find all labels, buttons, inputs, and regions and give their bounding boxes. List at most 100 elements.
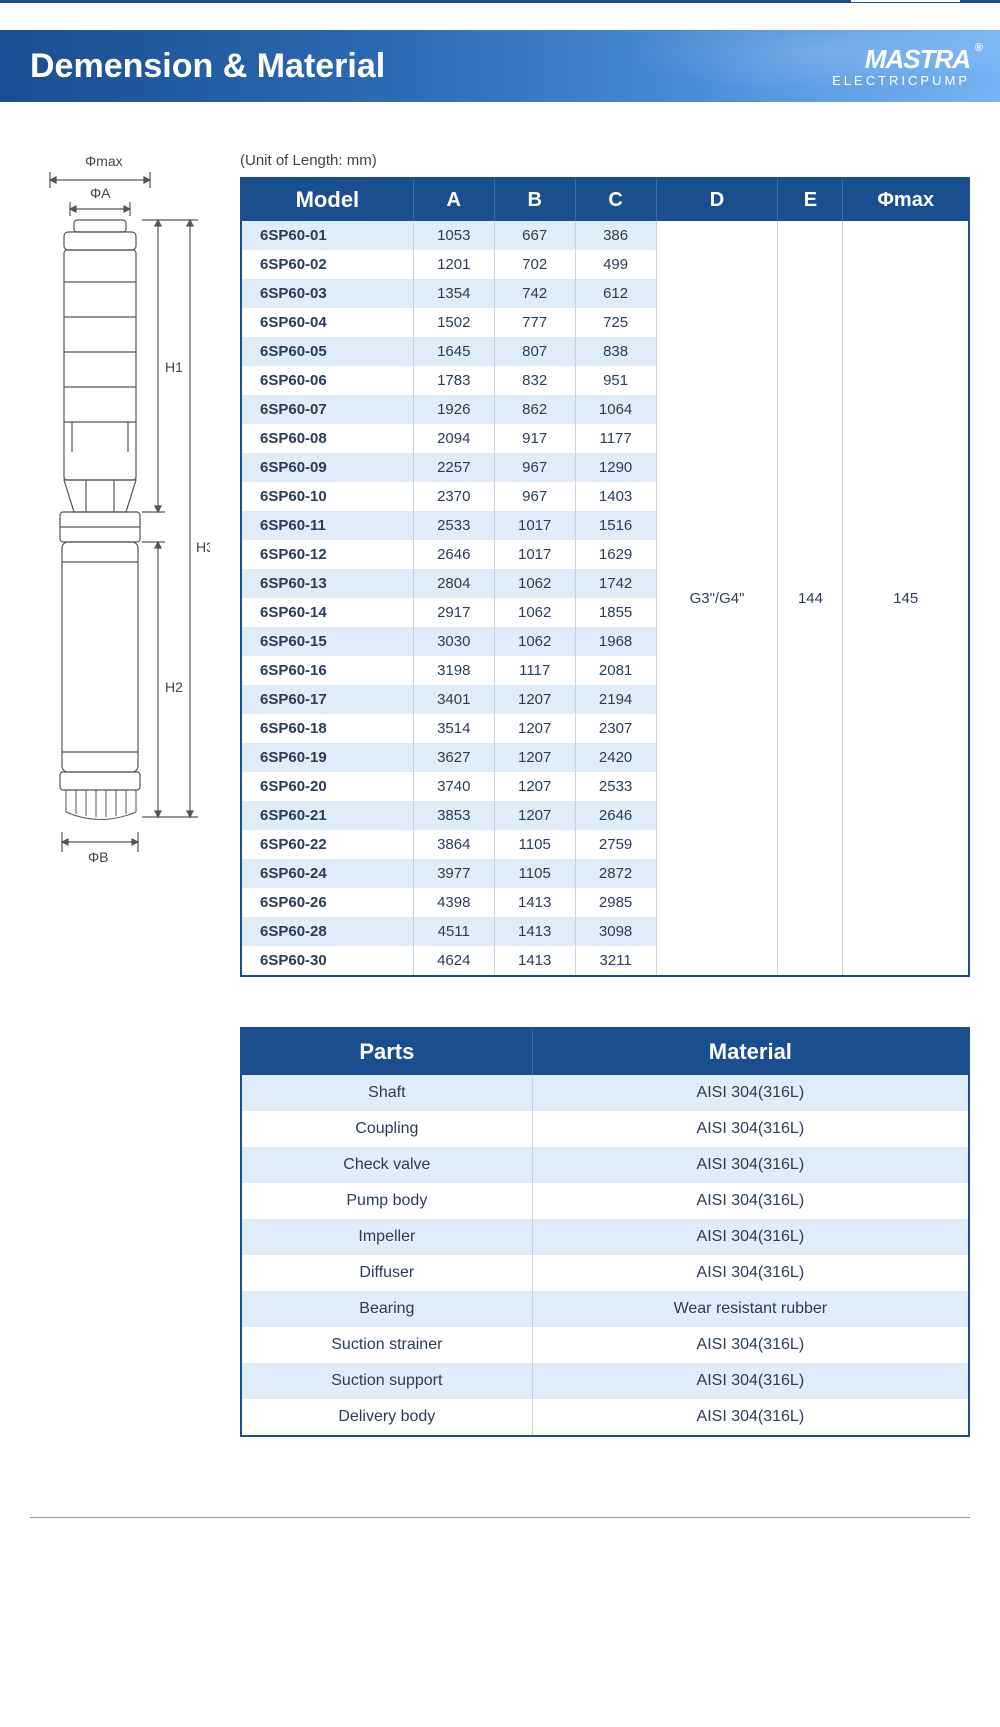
cell-value: 4624 [413, 946, 494, 976]
cell-material: AISI 304(316L) [532, 1147, 969, 1183]
cell-value: 2370 [413, 482, 494, 511]
col-material: Material [532, 1028, 969, 1075]
cell-value: 1207 [494, 772, 575, 801]
cell-value: 1290 [575, 453, 656, 482]
cell-value: 1629 [575, 540, 656, 569]
table-row: Delivery bodyAISI 304(316L) [241, 1399, 969, 1436]
cell-material: AISI 304(316L) [532, 1219, 969, 1255]
cell-model: 6SP60-08 [241, 424, 413, 453]
cell-value: 2081 [575, 656, 656, 685]
cell-value: 667 [494, 221, 575, 250]
cell-model: 6SP60-16 [241, 656, 413, 685]
cell-value: 967 [494, 482, 575, 511]
unit-note: (Unit of Length: mm) [240, 152, 970, 169]
cell-value: 1207 [494, 714, 575, 743]
cell-model: 6SP60-26 [241, 888, 413, 917]
cell-value: 1413 [494, 888, 575, 917]
cell-model: 6SP60-14 [241, 598, 413, 627]
cell-model: 6SP60-15 [241, 627, 413, 656]
cell-value: 2194 [575, 685, 656, 714]
cell-material: AISI 304(316L) [532, 1183, 969, 1219]
cell-model: 6SP60-21 [241, 801, 413, 830]
cell-material: AISI 304(316L) [532, 1255, 969, 1291]
cell-value: 967 [494, 453, 575, 482]
cell-model: 6SP60-19 [241, 743, 413, 772]
pump-diagram: Φmax ΦA [30, 152, 210, 872]
brand-block: MASTRA ELECTRICPUMP [832, 44, 970, 88]
cell-model: 6SP60-03 [241, 279, 413, 308]
cell-value: 2533 [575, 772, 656, 801]
cell-value: 1502 [413, 308, 494, 337]
table-row: 6SP60-011053667386G3"/G4"144145 [241, 221, 969, 250]
cell-part: Bearing [241, 1291, 532, 1327]
col-phimax: Φmax [843, 178, 969, 221]
label-h3: H3 [196, 539, 210, 555]
cell-model: 6SP60-06 [241, 366, 413, 395]
cell-model: 6SP60-28 [241, 917, 413, 946]
cell-material: AISI 304(316L) [532, 1111, 969, 1147]
cell-value: 1064 [575, 395, 656, 424]
table-row: BearingWear resistant rubber [241, 1291, 969, 1327]
cell-value: 3864 [413, 830, 494, 859]
cell-value: 1105 [494, 859, 575, 888]
cell-material: AISI 304(316L) [532, 1075, 969, 1111]
cell-value: 1413 [494, 917, 575, 946]
col-parts: Parts [241, 1028, 532, 1075]
cell-model: 6SP60-18 [241, 714, 413, 743]
cell-part: Coupling [241, 1111, 532, 1147]
col-b: B [494, 178, 575, 221]
cell-value: 2759 [575, 830, 656, 859]
cell-value: 2307 [575, 714, 656, 743]
cell-value: 1742 [575, 569, 656, 598]
brand-subtitle: ELECTRICPUMP [832, 73, 970, 88]
cell-model: 6SP60-30 [241, 946, 413, 976]
cell-merged: 145 [843, 221, 969, 976]
col-e: E [778, 178, 843, 221]
cell-value: 1105 [494, 830, 575, 859]
cell-value: 1177 [575, 424, 656, 453]
diagram-column: Φmax ΦA [30, 152, 210, 1437]
cell-part: Impeller [241, 1219, 532, 1255]
col-a: A [413, 178, 494, 221]
cell-value: 1017 [494, 511, 575, 540]
col-c: C [575, 178, 656, 221]
cell-value: 1207 [494, 685, 575, 714]
table-row: Suction supportAISI 304(316L) [241, 1363, 969, 1399]
cell-value: 612 [575, 279, 656, 308]
cell-value: 3853 [413, 801, 494, 830]
cell-value: 1413 [494, 946, 575, 976]
cell-value: 3627 [413, 743, 494, 772]
cell-value: 1201 [413, 250, 494, 279]
cell-value: 3211 [575, 946, 656, 976]
cell-value: 917 [494, 424, 575, 453]
table-row: ShaftAISI 304(316L) [241, 1075, 969, 1111]
cell-part: Shaft [241, 1075, 532, 1111]
mat-header-row: Parts Material [241, 1028, 969, 1075]
cell-value: 3977 [413, 859, 494, 888]
cell-model: 6SP60-11 [241, 511, 413, 540]
table-row: Check valveAISI 304(316L) [241, 1147, 969, 1183]
table-row: Suction strainerAISI 304(316L) [241, 1327, 969, 1363]
since-label: Since 1998 [851, 0, 960, 2]
cell-value: 2533 [413, 511, 494, 540]
col-d: D [656, 178, 778, 221]
cell-value: 3098 [575, 917, 656, 946]
cell-value: 1062 [494, 569, 575, 598]
cell-value: 1516 [575, 511, 656, 540]
cell-value: 1783 [413, 366, 494, 395]
table-row: Pump bodyAISI 304(316L) [241, 1183, 969, 1219]
cell-value: 4398 [413, 888, 494, 917]
cell-part: Suction strainer [241, 1327, 532, 1363]
cell-value: 832 [494, 366, 575, 395]
cell-model: 6SP60-04 [241, 308, 413, 337]
cell-value: 2917 [413, 598, 494, 627]
col-model: Model [241, 178, 413, 221]
cell-material: AISI 304(316L) [532, 1363, 969, 1399]
cell-value: 1403 [575, 482, 656, 511]
cell-value: 1968 [575, 627, 656, 656]
cell-value: 3740 [413, 772, 494, 801]
cell-value: 2985 [575, 888, 656, 917]
header-banner: Demension & Material MASTRA ELECTRICPUMP [0, 30, 1000, 102]
cell-part: Check valve [241, 1147, 532, 1183]
cell-material: AISI 304(316L) [532, 1399, 969, 1436]
